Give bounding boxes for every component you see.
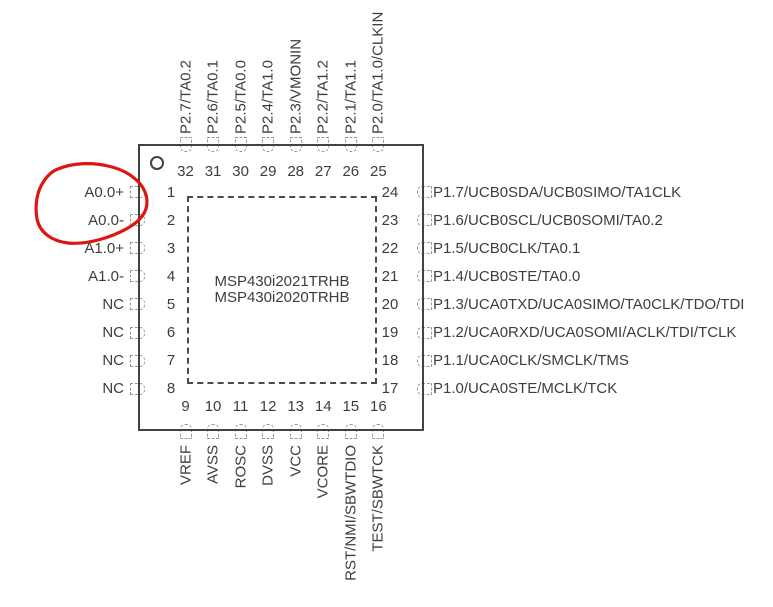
pin-number: 7 bbox=[166, 352, 176, 370]
pin-number: 23 bbox=[381, 211, 399, 229]
pin-label-vertical: RST/NMI/SBWTDIO bbox=[342, 445, 360, 581]
part-number-line1: MSP430i2021TRHB bbox=[214, 273, 350, 290]
pin-label-vertical: VCC bbox=[287, 445, 305, 477]
pin-number: 9 bbox=[181, 398, 190, 415]
pin-number: 20 bbox=[381, 295, 399, 313]
pin-pad bbox=[130, 382, 145, 395]
pin-number: 5 bbox=[166, 295, 176, 313]
pin-label-vertical: P2.3/VMONIN bbox=[287, 38, 305, 134]
pin-label-vertical: VREF bbox=[177, 445, 194, 486]
pin-number: 12 bbox=[259, 398, 277, 415]
pin-number: 10 bbox=[204, 398, 222, 415]
pin-label: NC bbox=[102, 380, 124, 398]
pin-pad bbox=[417, 382, 432, 395]
pin-pad bbox=[372, 424, 385, 439]
pin-label: NC bbox=[102, 324, 124, 341]
pin-label: A0.0- bbox=[88, 211, 124, 229]
pin-number: 8 bbox=[166, 380, 176, 398]
pin-pad bbox=[289, 424, 302, 439]
thermal-pad-dashed-outline bbox=[187, 196, 377, 384]
chip-part-numbers: MSP430i2021TRHB MSP430i2020TRHB bbox=[187, 196, 377, 384]
pin-number: 32 bbox=[177, 163, 194, 180]
pin-number: 18 bbox=[381, 352, 399, 370]
pin-label: P1.3/UCA0TXD/UCA0SIMO/TA0CLK/TDO/TDI bbox=[433, 295, 745, 313]
pin-label-vertical: P2.0/TA1.0/CLKIN bbox=[369, 11, 387, 134]
pin-number: 24 bbox=[381, 183, 399, 201]
pin-pad bbox=[130, 326, 145, 339]
pin-pad bbox=[179, 424, 192, 439]
pin-pad bbox=[417, 270, 432, 283]
pin-label-vertical: ROSC bbox=[232, 445, 250, 489]
pin-pad bbox=[417, 214, 432, 227]
pin-pad bbox=[234, 424, 247, 439]
red-circle-path bbox=[34, 162, 149, 245]
pin-number: 15 bbox=[342, 398, 360, 415]
pin-label-vertical: P2.6/TA0.1 bbox=[204, 60, 222, 134]
pin-label: P1.6/UCB0SCL/UCB0SOMI/TA0.2 bbox=[433, 211, 663, 229]
pin-number: 26 bbox=[342, 163, 360, 180]
pin1-indicator-circle bbox=[150, 156, 164, 170]
pin-label: NC bbox=[102, 295, 124, 313]
pin-label: A1.0- bbox=[88, 267, 124, 285]
pin-number: 25 bbox=[370, 163, 387, 180]
pin-number: 28 bbox=[287, 163, 305, 180]
pin-label: P1.0/UCA0STE/MCLK/TCK bbox=[433, 380, 618, 398]
pin-label-vertical: VCORE bbox=[314, 445, 332, 499]
pin-pad bbox=[130, 298, 145, 311]
pin-number: 21 bbox=[381, 267, 399, 285]
pin-pad bbox=[417, 354, 432, 367]
pin-pad bbox=[262, 424, 275, 439]
pin-number: 13 bbox=[287, 398, 305, 415]
pin-pad bbox=[417, 242, 432, 255]
pin-label-vertical: P2.4/TA1.0 bbox=[259, 60, 277, 134]
pin-label: P1.1/UCA0CLK/SMCLK/TMS bbox=[433, 352, 629, 370]
pin-number: 16 bbox=[370, 398, 387, 415]
pin-number: 19 bbox=[381, 324, 399, 341]
pin-label: P1.2/UCA0RXD/UCA0SOMI/ACLK/TDI/TCLK bbox=[433, 324, 737, 341]
part-number-line2: MSP430i2020TRHB bbox=[214, 289, 350, 306]
pin-number: 30 bbox=[232, 163, 249, 180]
chip-package-outline bbox=[138, 144, 424, 431]
pin-pad bbox=[417, 186, 432, 198]
pin-pad bbox=[344, 424, 357, 439]
pin-label-vertical: P2.7/TA0.2 bbox=[177, 60, 194, 134]
pin-label-vertical: AVSS bbox=[204, 445, 222, 484]
pin-label-vertical: P2.1/TA1.1 bbox=[342, 60, 360, 134]
pin-label: A0.0+ bbox=[84, 183, 124, 201]
pin-label-vertical: TEST/SBWTCK bbox=[369, 445, 387, 552]
pin-label: NC bbox=[102, 352, 124, 370]
pin-number: 11 bbox=[232, 398, 249, 415]
pin-number: 4 bbox=[166, 267, 176, 285]
pin-pad bbox=[317, 424, 330, 439]
pin-label-vertical: DVSS bbox=[259, 445, 277, 486]
pin-pad bbox=[207, 424, 220, 439]
pin-number: 17 bbox=[381, 380, 399, 398]
pin-number: 22 bbox=[381, 239, 399, 257]
pin-number: 6 bbox=[166, 324, 176, 341]
pin-pad bbox=[417, 326, 432, 339]
pin-number: 27 bbox=[314, 163, 332, 180]
pin-label-vertical: P2.2/TA1.2 bbox=[314, 60, 332, 134]
pin-label: P1.4/UCB0STE/TA0.0 bbox=[433, 267, 581, 285]
pin-pad bbox=[417, 298, 432, 311]
pin-number: 2 bbox=[166, 211, 176, 229]
pin-pad bbox=[130, 270, 145, 283]
pin-label-vertical: P2.5/TA0.0 bbox=[232, 60, 250, 134]
pin-label: P1.7/UCB0SDA/UCB0SIMO/TA1CLK bbox=[433, 183, 682, 201]
pin-number: 29 bbox=[259, 163, 277, 180]
pin-pad bbox=[130, 354, 145, 367]
pin-label: P1.5/UCB0CLK/TA0.1 bbox=[433, 239, 581, 257]
pin-number: 31 bbox=[204, 163, 222, 180]
pin-number: 3 bbox=[166, 239, 176, 257]
pin-number: 1 bbox=[166, 183, 176, 201]
pin-number: 14 bbox=[314, 398, 332, 415]
pin-label: A1.0+ bbox=[84, 239, 124, 257]
